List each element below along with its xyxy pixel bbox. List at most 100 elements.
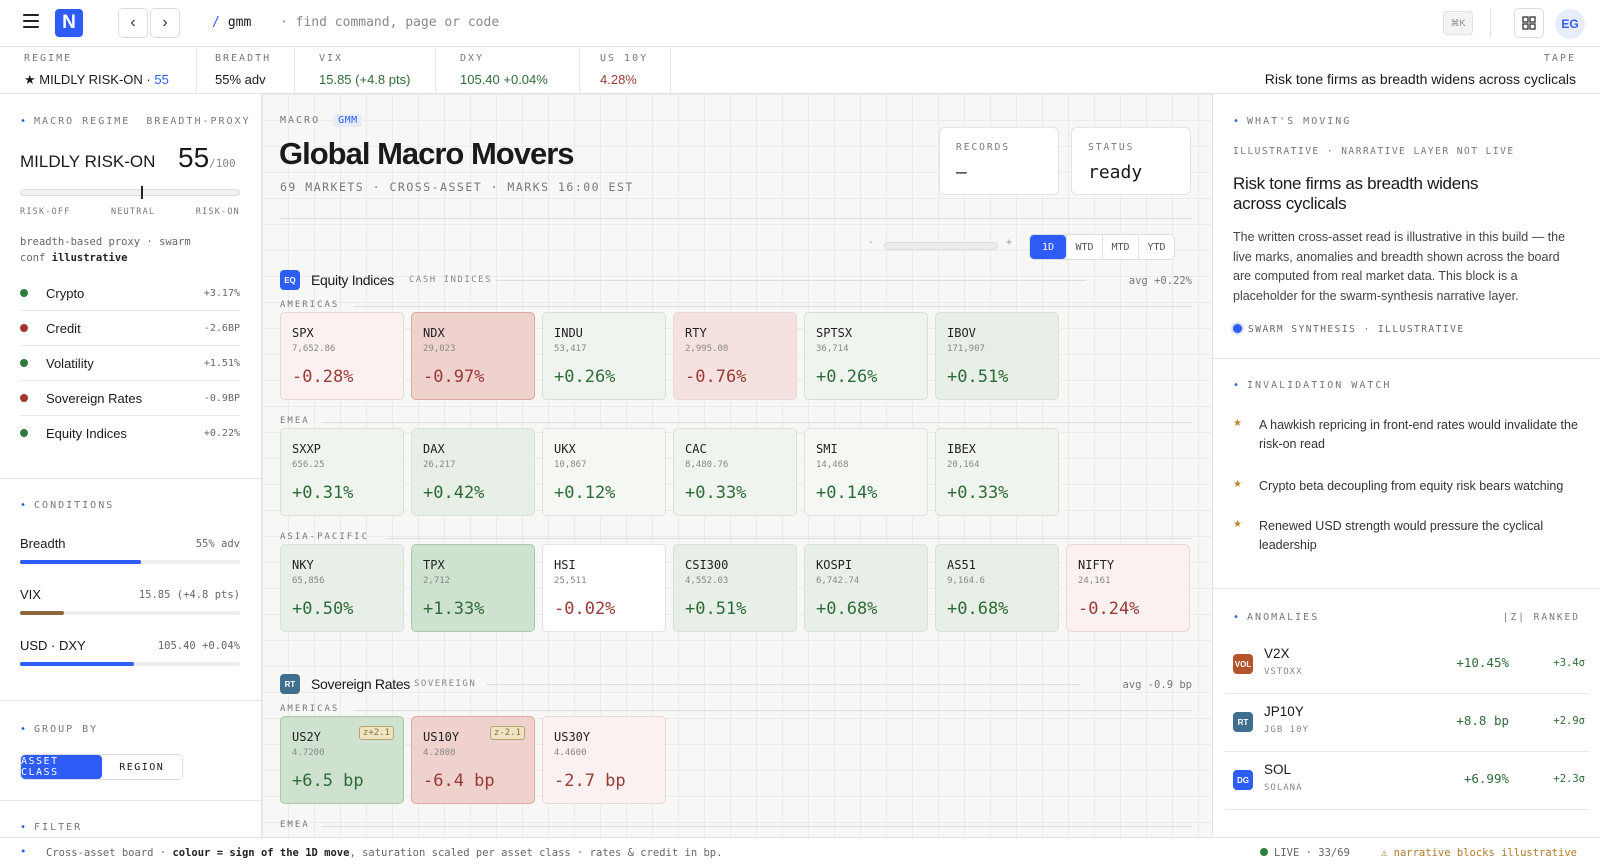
section-tag: SOVEREIGN [414, 679, 477, 689]
app-logo[interactable]: N [55, 9, 83, 37]
section-title: Equity Indices [311, 272, 394, 288]
command-search-input[interactable]: · find command, page or code [280, 15, 500, 30]
zoom-slider[interactable] [884, 242, 998, 250]
stat-value: 55% adv [215, 72, 266, 87]
anomaly-row[interactable]: VOL V2X VSTOXX +10.45% +3.4σ [1225, 636, 1589, 694]
section-average: avg +0.22% [1128, 275, 1192, 287]
gauge-labels: RISK-OFF NEUTRAL RISK-ON [20, 207, 240, 217]
condition-item: VIX 15.85 (+4.8 pts) [20, 583, 240, 634]
region-label: AMERICAS [280, 300, 340, 310]
regime-score: 55/100 [178, 142, 236, 173]
narrative-note: ILLUSTRATIVE · NARRATIVE LAYER NOT LIVE [1233, 146, 1515, 157]
market-tile[interactable]: UKX 10,867 +0.12% [542, 428, 666, 516]
market-tile[interactable]: IBOV 171,907 +0.51% [935, 312, 1059, 400]
divider [280, 218, 1192, 219]
status-dot-icon [20, 324, 28, 332]
market-tile[interactable]: CAC 8,480.76 +0.33% [673, 428, 797, 516]
divider [496, 280, 1086, 281]
market-tile[interactable]: SXXP 656.25 +0.31% [280, 428, 404, 516]
market-tile[interactable]: TPX 2,712 +1.33% [411, 544, 535, 632]
status-value: ready [1088, 162, 1143, 183]
period-1d[interactable]: 1D [1030, 235, 1066, 259]
stat-breadth: BREADTH 55% adv [197, 47, 295, 93]
group-by-region[interactable]: REGION [119, 761, 165, 773]
market-tile[interactable]: SPX 7,652.86 -0.28% [280, 312, 404, 400]
tile-price: 36,714 [816, 344, 849, 354]
synthesis-tag: SWARM SYNTHESIS · ILLUSTRATIVE [1233, 324, 1465, 335]
market-tile[interactable]: DAX 26,217 +0.42% [411, 428, 535, 516]
narrative-headline: Risk tone firms as breadth widens across… [1233, 174, 1479, 213]
market-tile[interactable]: INDU 53,417 +0.26% [542, 312, 666, 400]
tile-symbol: KOSPI [816, 558, 853, 572]
zoom-in-button[interactable]: + [1006, 237, 1013, 248]
market-tile[interactable]: NDX 29,023 -0.97% [411, 312, 535, 400]
anomaly-row[interactable]: DG SOL SOLANA +6.99% +2.3σ [1225, 752, 1589, 810]
anomaly-symbol: JP10Y [1264, 704, 1304, 719]
asset-group-item[interactable]: Sovereign Rates -0.9BP [20, 381, 240, 416]
market-tile[interactable]: SMI 14,468 +0.14% [804, 428, 928, 516]
tile-change: +0.50% [292, 599, 354, 619]
tile-price: 6,742.74 [816, 576, 860, 586]
status-dot-icon [20, 359, 28, 367]
tile-symbol: SXXP [292, 442, 321, 456]
status-dot-icon [20, 394, 28, 402]
tile-price: 25,511 [554, 576, 587, 586]
market-tile[interactable]: HSI 25,511 -0.02% [542, 544, 666, 632]
anomaly-name: JGB 10Y [1264, 725, 1309, 735]
market-tile[interactable]: US30Y 4.4600 -2.7 bp [542, 716, 666, 804]
breadcrumb[interactable]: / gmm [212, 15, 252, 30]
tile-price: 9,164.6 [947, 576, 985, 586]
asset-group-value: +0.22% [203, 428, 240, 439]
market-tile[interactable]: NKY 65,856 +0.50% [280, 544, 404, 632]
tile-change: +0.51% [947, 367, 1009, 387]
market-tile[interactable]: RTY 2,995.08 -0.76% [673, 312, 797, 400]
anomaly-symbol: SOL [1264, 762, 1292, 777]
market-tile[interactable]: SPTSX 36,714 +0.26% [804, 312, 928, 400]
filter-header[interactable]: • FILTER [20, 822, 83, 833]
forward-button[interactable]: › [150, 8, 180, 38]
back-button[interactable]: ‹ [118, 8, 148, 38]
market-tile[interactable]: AS51 9,164.6 +0.68% [935, 544, 1059, 632]
asset-group-name: Sovereign Rates [46, 391, 143, 406]
asset-group-list: Crypto +3.17% Credit -2.6BP Volatility +1.51%… [20, 276, 240, 451]
group-by-asset-class[interactable]: ASSET CLASS [21, 755, 102, 779]
zoom-out-button[interactable]: - [868, 237, 875, 248]
market-tile[interactable]: CSI300 4,552.03 +0.51% [673, 544, 797, 632]
asset-class-badge: DG [1233, 770, 1253, 790]
market-tile[interactable]: US10Y 4.2800 -6.4 bp z-2.1 [411, 716, 535, 804]
anomaly-row[interactable]: RT JP10Y JGB 10Y +8.8 bp +2.9σ [1225, 694, 1589, 752]
asset-group-item[interactable]: Equity Indices +0.22% [20, 416, 240, 451]
market-tile[interactable]: US2Y 4.7200 +6.5 bp z+2.1 [280, 716, 404, 804]
tile-price: 4.7200 [292, 748, 325, 758]
period-wtd[interactable]: WTD [1066, 235, 1102, 259]
asset-group-item[interactable]: Volatility +1.51% [20, 346, 240, 381]
market-tile[interactable]: IBEX 20,164 +0.33% [935, 428, 1059, 516]
period-mtd[interactable]: MTD [1102, 235, 1138, 259]
tile-symbol: UKX [554, 442, 576, 456]
divider [354, 710, 1192, 711]
anomaly-name: VSTOXX [1264, 667, 1303, 677]
divider [386, 538, 1192, 539]
apps-grid-button[interactable] [1514, 8, 1544, 38]
page-subtitle: 69 MARKETS · CROSS-ASSET · MARKS 16:00 E… [280, 180, 634, 194]
divider [0, 700, 261, 701]
group-by-toggle: ASSET CLASS REGION [20, 754, 183, 780]
z-score-badge: z+2.1 [358, 726, 394, 740]
status-dot-icon [20, 289, 28, 297]
asset-group-item[interactable]: Credit -2.6BP [20, 311, 240, 346]
breadcrumb-current: gmm [227, 15, 252, 30]
page-eyebrow: MACRO GMM [280, 114, 362, 127]
user-avatar[interactable]: EG [1555, 9, 1585, 39]
tile-change: +0.12% [554, 483, 616, 503]
anomaly-name: SOLANA [1264, 783, 1303, 793]
market-tile[interactable]: KOSPI 6,742.74 +0.68% [804, 544, 928, 632]
tile-price: 656.25 [292, 460, 325, 470]
market-tile[interactable]: NIFTY 24,161 -0.24% [1066, 544, 1190, 632]
tile-change: -0.76% [685, 367, 747, 387]
period-ytd[interactable]: YTD [1138, 235, 1174, 259]
menu-icon[interactable] [23, 14, 39, 30]
tape-headline: Risk tone firms as breadth widens across… [1264, 71, 1576, 87]
top-bar: N ‹ › / gmm · find command, page or code … [0, 0, 1600, 47]
stat-us10y: US 10Y 4.28% [580, 47, 671, 93]
asset-group-item[interactable]: Crypto +3.17% [20, 276, 240, 311]
